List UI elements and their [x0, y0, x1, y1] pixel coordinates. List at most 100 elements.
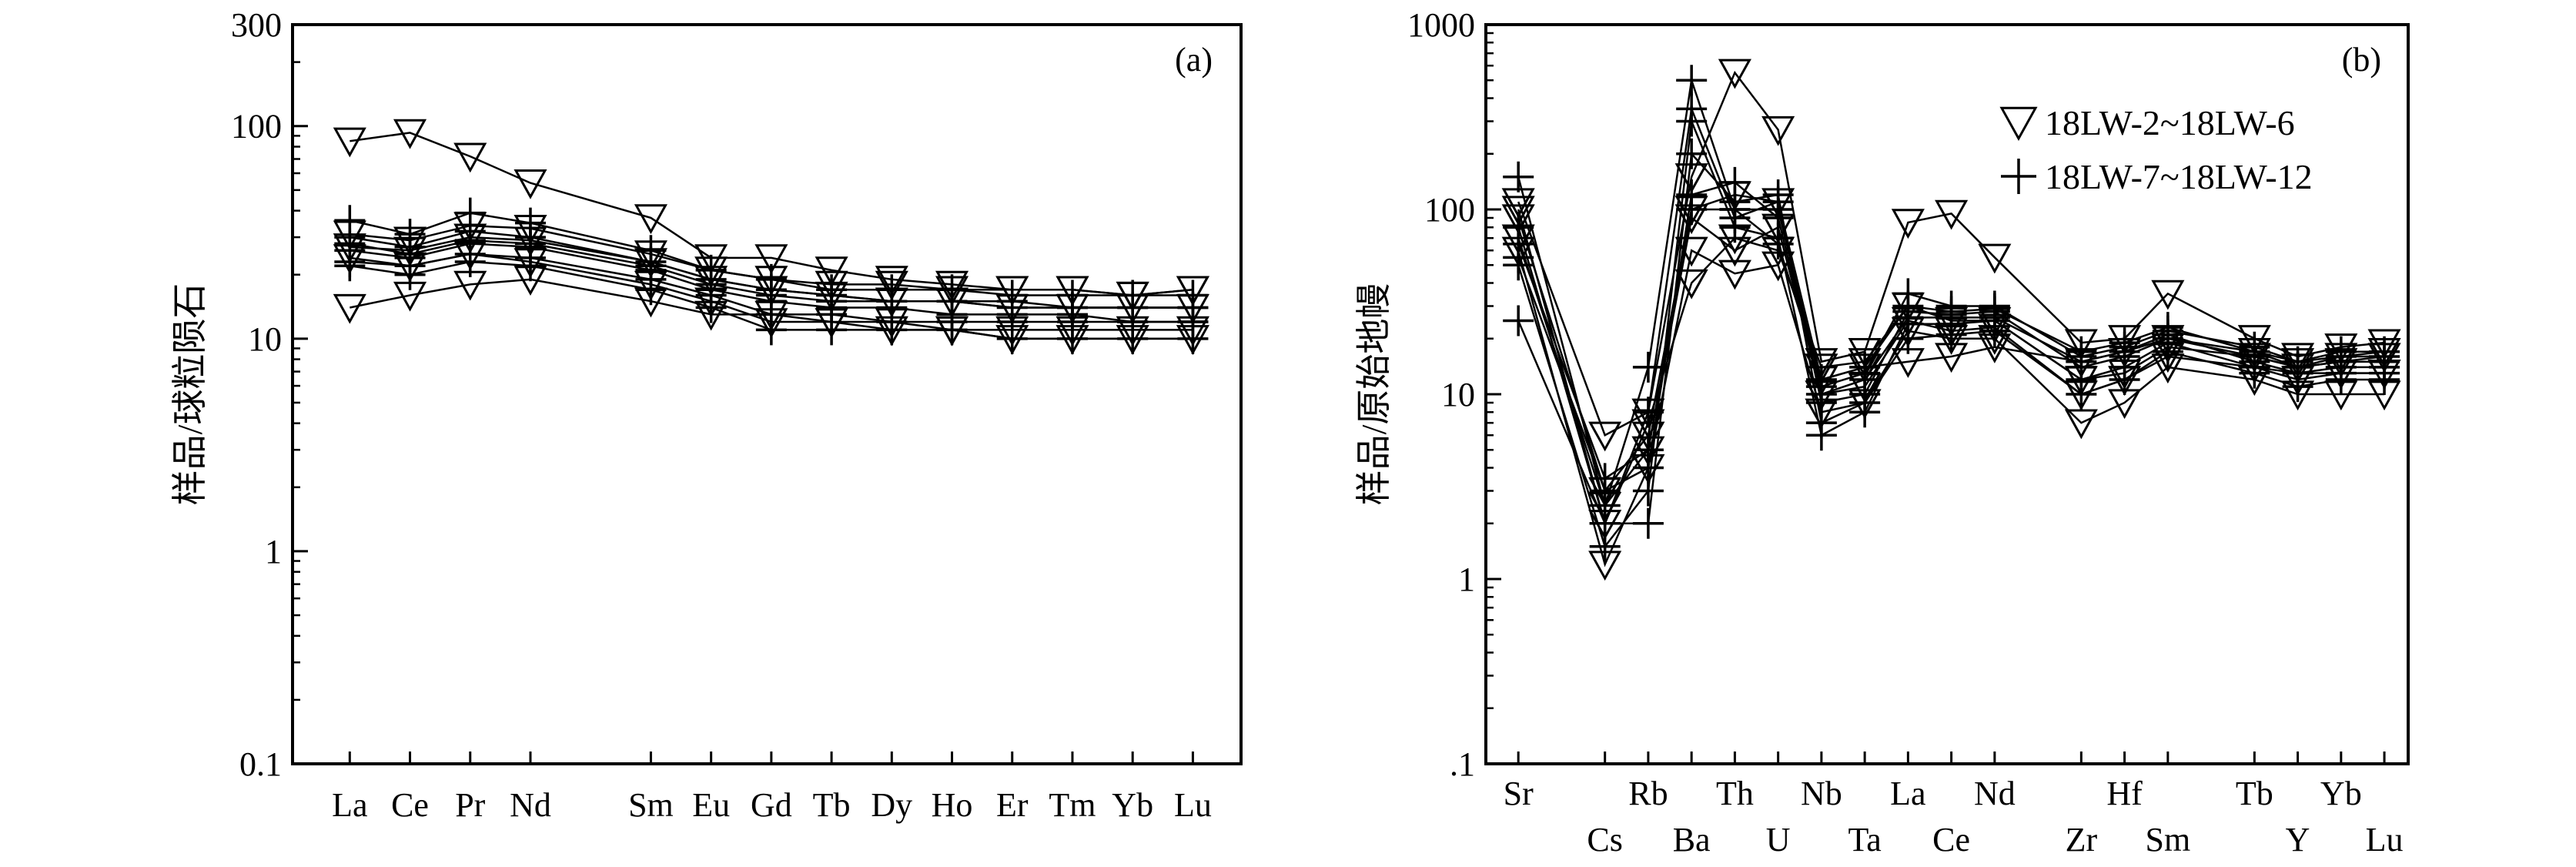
panel-b-series-7-point-3: [1676, 105, 1708, 137]
chart-panel-a: (a) 样品/球粒陨石 0.1 1 10 100 300 La Ce Pr Nd Sm Eu Gd Tb…: [170, 6, 1243, 824]
panel-a-ytick-label-4: 300: [231, 6, 282, 44]
panel-a-series-9-point-13: [1177, 323, 1209, 354]
panel-a-series-10-point-10: [996, 292, 1028, 323]
panel-a-series: [333, 119, 1209, 355]
panel-a-series-10-point-3: [514, 228, 546, 259]
panel-b-xtick-label-5: U: [1766, 821, 1791, 859]
legend-triangle-marker: [1999, 106, 2038, 141]
panel-b-xtick-label-13: Sm: [2145, 821, 2190, 859]
panel-a-series-10-point-2: [454, 225, 486, 256]
panel-b-series-8-point-3: [1676, 138, 1708, 169]
panel-b-xtick-label-15: Y: [2286, 821, 2310, 859]
panel-a-frame: [291, 23, 1243, 765]
panel-b-series-10-point-3: [1676, 194, 1708, 225]
panel-b-series: [1501, 59, 2401, 581]
panel-a-series-10-point-4: [635, 250, 667, 282]
panel-b-legend: 18LW-2~18LW-6 18LW-7~18LW-12: [1999, 103, 2313, 196]
panel-b-xtick-label-3: Ba: [1673, 821, 1711, 859]
panel-a-xtick-label-6: Gd: [751, 786, 792, 824]
panel-b-ytick-label-2: 10: [1441, 376, 1475, 413]
panel-b-label: (b): [2342, 41, 2381, 79]
panel-b-ytick-label-4: 1000: [1407, 6, 1475, 44]
panel-a-series-10: [334, 225, 1209, 323]
panel-a-ytick-label-0: 0.1: [239, 745, 282, 783]
panel-b-series-10-point-4: [1719, 194, 1751, 225]
panel-a-series-3-point-8: [875, 270, 908, 301]
panel-b-series-9-point-4: [1719, 166, 1751, 198]
panel-a-series-0-point-3: [514, 169, 547, 199]
panel-a-series-10-point-5: [695, 269, 727, 300]
panel-a-series-0-point-2: [453, 142, 487, 173]
panel-a-xtick-label-2: Pr: [455, 786, 485, 824]
panel-b-ytick-label-3: 100: [1424, 191, 1475, 229]
panel-b-series-5-point-0: [1503, 161, 1534, 192]
panel-b-series-10-point-13: [2152, 312, 2183, 343]
panel-b-series-10-point-10: [1979, 293, 2010, 325]
panel-a-series-3-point-13: [1176, 276, 1209, 306]
panel-a-series-3-line: [350, 224, 1193, 296]
panel-a-series-10-point-13: [1177, 292, 1209, 323]
panel-b-series-10-point-0: [1503, 228, 1534, 259]
panel-b-series-10-point-11: [2066, 336, 2097, 367]
panel-b-series-6-line: [1517, 105, 2385, 527]
panel-a-series-0-point-0: [333, 127, 366, 158]
panel-a-series-9-point-6: [755, 314, 787, 346]
panel-a-series-10-point-0: [334, 228, 366, 259]
panel-b-series-0-point-9: [1935, 199, 1969, 230]
panel-a-series-10-point-11: [1056, 292, 1088, 323]
chart-panel-b: (b) 样品/原始地幔 .11101001000SrCsRbBaThUNbTaL…: [1354, 6, 2410, 859]
panel-a-xtick-label-0: La: [332, 786, 367, 824]
panel-b-series-8-point-0: [1503, 305, 1534, 336]
panel-b-series-0-point-13: [2151, 280, 2185, 310]
panel-b-series-8-point-1: [1589, 507, 1621, 539]
panel-a-ytick-label-1: 1: [265, 533, 282, 571]
panel-b-series-10-point-1: [1589, 463, 1621, 494]
panel-b-xtick-label-7: Ta: [1848, 821, 1881, 859]
panel-a-ylabel: 样品/球粒陨石: [170, 283, 209, 506]
panel-b-series-10-point-7: [1849, 351, 1881, 383]
panel-a-series-9: [334, 246, 1209, 354]
panel-a-xtick-label-1: Ce: [391, 786, 429, 824]
panel-b-series-5-line: [1517, 79, 2385, 510]
panel-b-series-10-point-15: [2282, 351, 2313, 383]
panel-b-series-10-line: [1517, 208, 2385, 480]
panel-b-series-10-point-5: [1762, 228, 1794, 259]
panel-b-series-0-point-15: [2281, 343, 2315, 373]
panel-a-series-9-point-9: [936, 314, 968, 346]
legend-label-1: 18LW-7~18LW-12: [2045, 157, 2313, 196]
panel-b-series-5-point-3: [1676, 65, 1708, 96]
panel-a-label: (a): [1175, 41, 1213, 79]
panel-a-series-9-point-8: [876, 314, 908, 346]
panel-a-series-3-point-10: [995, 276, 1029, 306]
panel-a-xtick-label-11: Tm: [1049, 786, 1096, 824]
panel-a-series-0-point-6: [754, 244, 788, 274]
panel-a-series-3-point-7: [815, 270, 848, 301]
panel-b-series-0-point-4: [1718, 59, 1751, 89]
panel-b-series-10-point-9: [1935, 296, 1967, 327]
panel-b-series-10-point-8: [1892, 290, 1924, 322]
panel-b-ytick-label-1: 1: [1458, 561, 1475, 598]
panel-b-series-8-point-6: [1805, 407, 1837, 439]
panel-a-series-10-point-6: [755, 280, 787, 311]
panel-b-xtick-label-6: Nb: [1801, 775, 1842, 812]
panel-b-series-8-line: [1517, 151, 2385, 525]
panel-a-xtick-label-8: Dy: [871, 786, 912, 824]
panel-b-series-6-point-2: [1632, 397, 1664, 428]
panel-b-series-10-point-16: [2325, 346, 2357, 377]
panel-a-series-9-point-7: [816, 314, 848, 346]
panel-b-series-8-point-11: [2066, 379, 2097, 410]
panel-b-series-0-point-5: [1761, 115, 1795, 146]
panel-a-series-10-point-1: [394, 238, 426, 269]
panel-a-series-3-point-11: [1055, 276, 1089, 306]
panel-b-xtick-label-10: Nd: [1974, 775, 2016, 812]
panel-a-xtick-label-5: Eu: [692, 786, 730, 824]
panel-b-series-4-point-0: [1501, 196, 1535, 226]
panel-b-xtick-label-1: Cs: [1587, 821, 1622, 859]
panel-a-xtick-label-9: Ho: [932, 786, 973, 824]
legend-plus-marker: [2001, 159, 2036, 194]
panel-b-series-10-point-2: [1632, 434, 1664, 466]
panel-b-series-1-point-0: [1501, 204, 1535, 235]
panel-b-ylabel: 样品/原始地幔: [1354, 283, 1393, 506]
panel-a-series-0-point-9: [935, 270, 969, 301]
